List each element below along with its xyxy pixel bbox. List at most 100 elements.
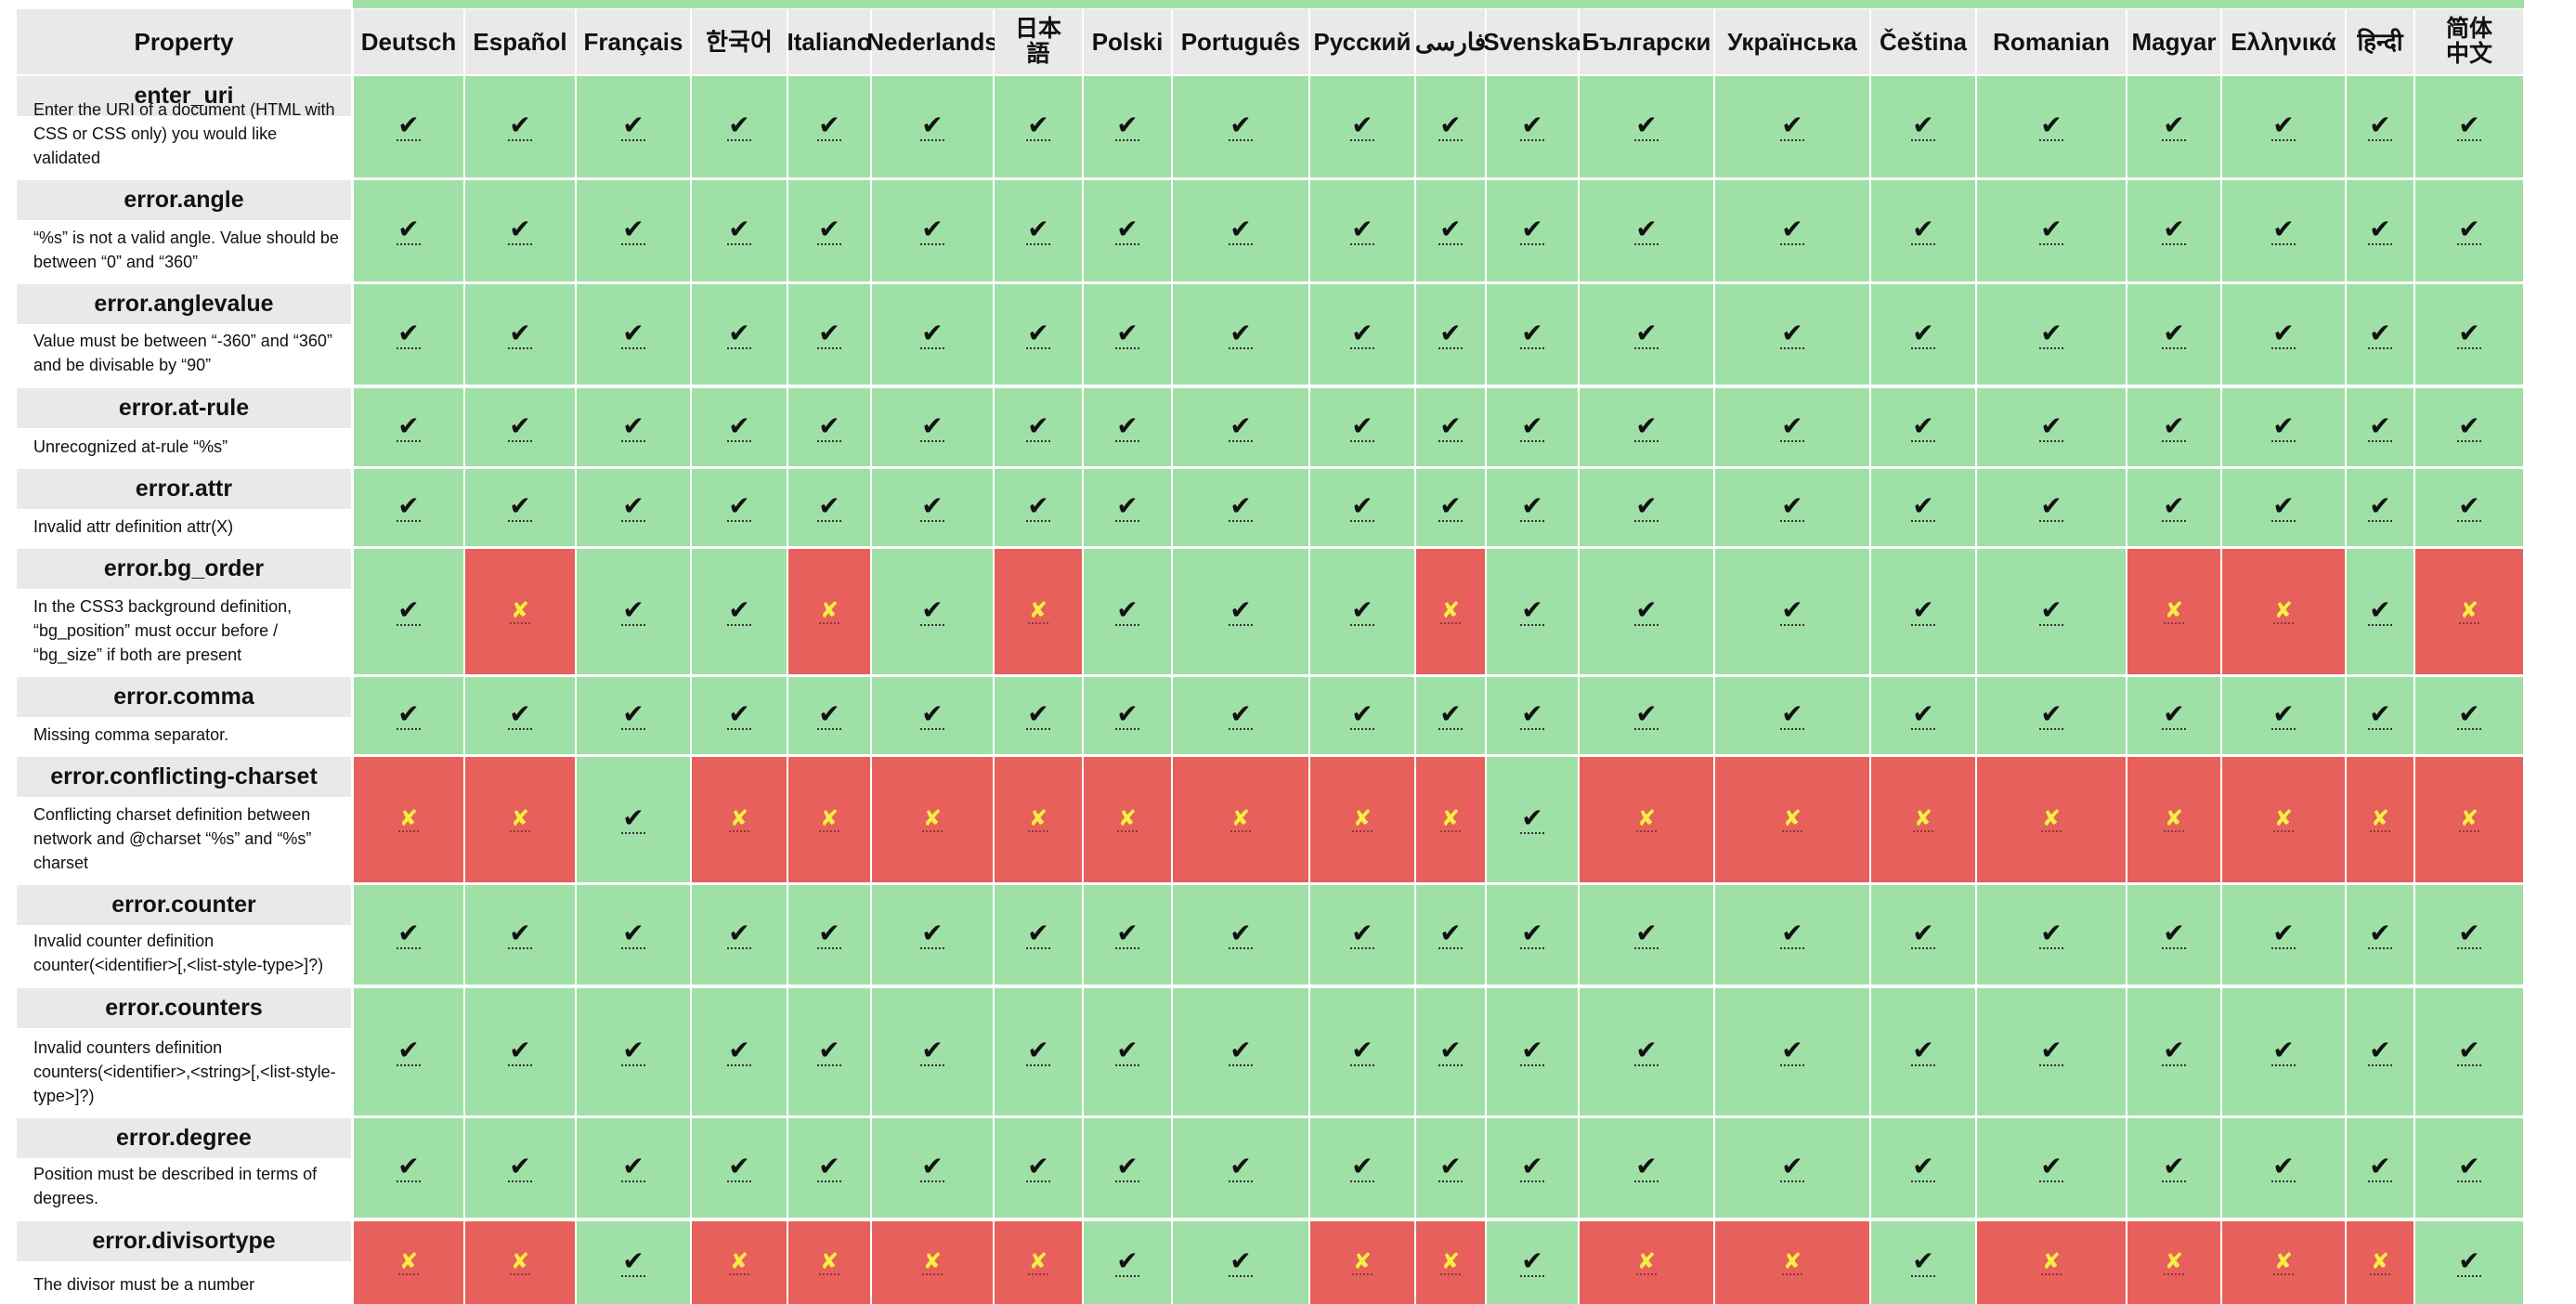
check-icon[interactable]: ✔ [1229, 594, 1253, 626]
translated-cell[interactable]: ✔ [1871, 388, 1975, 466]
cross-icon[interactable]: ✘ [921, 1248, 943, 1275]
missing-cell[interactable]: ✘ [1871, 757, 1975, 882]
translated-cell[interactable]: ✔ [577, 677, 690, 754]
translated-cell[interactable]: ✔ [1580, 677, 1713, 754]
check-icon[interactable]: ✔ [1780, 410, 1804, 442]
check-icon[interactable]: ✔ [1520, 594, 1544, 626]
translated-cell[interactable]: ✔ [2347, 388, 2413, 466]
check-icon[interactable]: ✔ [1115, 490, 1139, 522]
translated-cell[interactable]: ✔ [1173, 549, 1308, 674]
cross-icon[interactable]: ✘ [2040, 805, 2062, 832]
check-icon[interactable]: ✔ [1115, 1245, 1139, 1277]
check-icon[interactable]: ✔ [1438, 110, 1463, 141]
check-icon[interactable]: ✔ [2457, 1245, 2481, 1277]
translated-cell[interactable]: ✔ [1084, 1221, 1171, 1304]
missing-cell[interactable]: ✘ [2127, 549, 2220, 674]
missing-cell[interactable]: ✘ [1416, 549, 1485, 674]
translated-cell[interactable]: ✔ [577, 1221, 690, 1304]
check-icon[interactable]: ✔ [2368, 317, 2392, 349]
check-icon[interactable]: ✔ [920, 490, 944, 522]
translated-cell[interactable]: ✔ [1173, 988, 1308, 1115]
cross-icon[interactable]: ✘ [1781, 1248, 1803, 1275]
check-icon[interactable]: ✔ [2162, 1151, 2186, 1182]
missing-cell[interactable]: ✘ [1580, 757, 1713, 882]
check-icon[interactable]: ✔ [2457, 490, 2481, 522]
check-icon[interactable]: ✔ [621, 317, 645, 349]
check-icon[interactable]: ✔ [920, 110, 944, 141]
missing-cell[interactable]: ✘ [1715, 757, 1869, 882]
check-icon[interactable]: ✔ [2271, 1035, 2296, 1066]
translated-cell[interactable]: ✔ [1310, 180, 1414, 281]
check-icon[interactable]: ✔ [2162, 410, 2186, 442]
translated-cell[interactable]: ✔ [788, 885, 870, 985]
cross-icon[interactable]: ✘ [397, 805, 420, 832]
translated-cell[interactable]: ✔ [995, 388, 1082, 466]
cross-icon[interactable]: ✘ [2272, 1248, 2295, 1275]
language-header-17[interactable]: Ελληνικά [2222, 9, 2345, 74]
translated-cell[interactable]: ✔ [1871, 549, 1975, 674]
check-icon[interactable]: ✔ [920, 1151, 944, 1182]
missing-cell[interactable]: ✘ [465, 549, 575, 674]
check-icon[interactable]: ✔ [727, 317, 751, 349]
cross-icon[interactable]: ✘ [818, 1248, 840, 1275]
cross-icon[interactable]: ✘ [1439, 597, 1462, 624]
check-icon[interactable]: ✔ [621, 214, 645, 245]
translated-cell[interactable]: ✔ [692, 549, 787, 674]
translated-cell[interactable]: ✔ [1977, 549, 2126, 674]
check-icon[interactable]: ✔ [1911, 110, 1935, 141]
check-icon[interactable]: ✔ [1115, 594, 1139, 626]
check-icon[interactable]: ✔ [1229, 1035, 1253, 1066]
check-icon[interactable]: ✔ [1115, 410, 1139, 442]
check-icon[interactable]: ✔ [621, 1245, 645, 1277]
translated-cell[interactable]: ✔ [354, 388, 463, 466]
check-icon[interactable]: ✔ [621, 594, 645, 626]
translated-cell[interactable]: ✔ [1871, 76, 1975, 177]
check-icon[interactable]: ✔ [727, 110, 751, 141]
translated-cell[interactable]: ✔ [692, 284, 787, 385]
check-icon[interactable]: ✔ [920, 698, 944, 730]
check-icon[interactable]: ✔ [1350, 918, 1374, 949]
check-icon[interactable]: ✔ [2368, 918, 2392, 949]
cross-icon[interactable]: ✘ [921, 805, 943, 832]
check-icon[interactable]: ✔ [1229, 918, 1253, 949]
translated-cell[interactable]: ✔ [465, 76, 575, 177]
check-icon[interactable]: ✔ [397, 1151, 421, 1182]
translated-cell[interactable]: ✔ [1310, 677, 1414, 754]
check-icon[interactable]: ✔ [1026, 490, 1050, 522]
check-icon[interactable]: ✔ [1229, 110, 1253, 141]
translated-cell[interactable]: ✔ [872, 988, 993, 1115]
translated-cell[interactable]: ✔ [1173, 180, 1308, 281]
check-icon[interactable]: ✔ [397, 317, 421, 349]
check-icon[interactable]: ✔ [397, 410, 421, 442]
translated-cell[interactable]: ✔ [577, 180, 690, 281]
cross-icon[interactable]: ✘ [509, 805, 531, 832]
missing-cell[interactable]: ✘ [2127, 757, 2220, 882]
missing-cell[interactable]: ✘ [465, 1221, 575, 1304]
check-icon[interactable]: ✔ [1780, 918, 1804, 949]
translated-cell[interactable]: ✔ [1715, 885, 1869, 985]
check-icon[interactable]: ✔ [1115, 1151, 1139, 1182]
translated-cell[interactable]: ✔ [1715, 469, 1869, 546]
translated-cell[interactable]: ✔ [2415, 180, 2523, 281]
translated-cell[interactable]: ✔ [1977, 76, 2126, 177]
translated-cell[interactable]: ✔ [1310, 388, 1414, 466]
check-icon[interactable]: ✔ [1026, 1151, 1050, 1182]
check-icon[interactable]: ✔ [1634, 594, 1659, 626]
translated-cell[interactable]: ✔ [1173, 885, 1308, 985]
check-icon[interactable]: ✔ [727, 1151, 751, 1182]
language-header-1[interactable]: Español [465, 9, 575, 74]
missing-cell[interactable]: ✘ [354, 757, 463, 882]
check-icon[interactable]: ✔ [817, 1035, 841, 1066]
check-icon[interactable]: ✔ [920, 594, 944, 626]
translated-cell[interactable]: ✔ [2127, 988, 2220, 1115]
translated-cell[interactable]: ✔ [1084, 988, 1171, 1115]
check-icon[interactable]: ✔ [1634, 410, 1659, 442]
translated-cell[interactable]: ✔ [2127, 76, 2220, 177]
translated-cell[interactable]: ✔ [995, 1118, 1082, 1218]
check-icon[interactable]: ✔ [1520, 317, 1544, 349]
check-icon[interactable]: ✔ [1350, 110, 1374, 141]
translated-cell[interactable]: ✔ [1871, 1221, 1975, 1304]
translated-cell[interactable]: ✔ [1084, 388, 1171, 466]
translated-cell[interactable]: ✔ [1310, 1118, 1414, 1218]
translated-cell[interactable]: ✔ [1977, 469, 2126, 546]
